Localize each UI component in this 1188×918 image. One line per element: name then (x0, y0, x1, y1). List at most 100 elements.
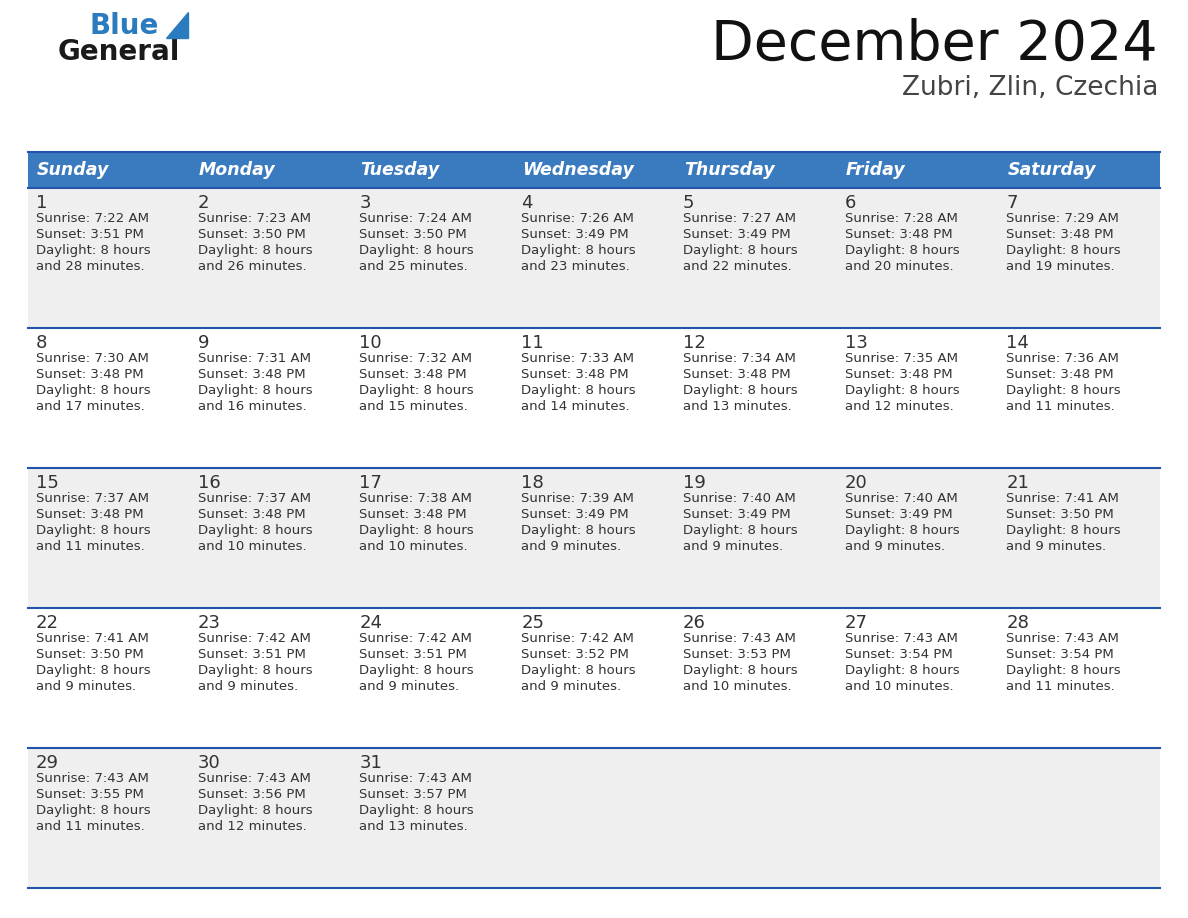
Text: 30: 30 (197, 754, 221, 772)
Text: and 9 minutes.: and 9 minutes. (522, 680, 621, 693)
Text: Sunrise: 7:37 AM: Sunrise: 7:37 AM (197, 492, 311, 505)
Text: Daylight: 8 hours: Daylight: 8 hours (360, 524, 474, 537)
Text: December 2024: December 2024 (712, 18, 1158, 72)
Text: Daylight: 8 hours: Daylight: 8 hours (36, 524, 151, 537)
Text: and 23 minutes.: and 23 minutes. (522, 260, 630, 274)
Text: Sunset: 3:50 PM: Sunset: 3:50 PM (36, 648, 144, 661)
Text: Sunrise: 7:42 AM: Sunrise: 7:42 AM (522, 633, 634, 645)
Text: Daylight: 8 hours: Daylight: 8 hours (360, 665, 474, 677)
Text: and 9 minutes.: and 9 minutes. (1006, 540, 1106, 554)
Text: Sunset: 3:49 PM: Sunset: 3:49 PM (522, 229, 628, 241)
Text: Sunset: 3:50 PM: Sunset: 3:50 PM (360, 229, 467, 241)
Text: Daylight: 8 hours: Daylight: 8 hours (197, 665, 312, 677)
Text: Sunset: 3:48 PM: Sunset: 3:48 PM (360, 509, 467, 521)
Text: Daylight: 8 hours: Daylight: 8 hours (360, 804, 474, 817)
Text: 9: 9 (197, 334, 209, 352)
Text: 19: 19 (683, 474, 706, 492)
Text: Daylight: 8 hours: Daylight: 8 hours (522, 665, 636, 677)
Text: 11: 11 (522, 334, 544, 352)
Text: 20: 20 (845, 474, 867, 492)
Text: Sunrise: 7:26 AM: Sunrise: 7:26 AM (522, 212, 634, 225)
Text: Sunset: 3:51 PM: Sunset: 3:51 PM (360, 648, 467, 661)
Text: and 28 minutes.: and 28 minutes. (36, 260, 145, 274)
Text: Sunset: 3:49 PM: Sunset: 3:49 PM (522, 509, 628, 521)
Text: and 11 minutes.: and 11 minutes. (36, 540, 145, 554)
Text: General: General (58, 38, 181, 66)
Text: and 12 minutes.: and 12 minutes. (845, 400, 953, 413)
Text: and 13 minutes.: and 13 minutes. (683, 400, 791, 413)
Text: Sunset: 3:49 PM: Sunset: 3:49 PM (683, 509, 790, 521)
Text: Sunset: 3:48 PM: Sunset: 3:48 PM (1006, 229, 1114, 241)
Text: Sunset: 3:50 PM: Sunset: 3:50 PM (197, 229, 305, 241)
Text: 29: 29 (36, 754, 59, 772)
Text: Sunrise: 7:28 AM: Sunrise: 7:28 AM (845, 212, 958, 225)
Text: 25: 25 (522, 614, 544, 632)
Text: 10: 10 (360, 334, 383, 352)
Text: Sunrise: 7:24 AM: Sunrise: 7:24 AM (360, 212, 473, 225)
Text: Zubri, Zlin, Czechia: Zubri, Zlin, Czechia (902, 75, 1158, 101)
Text: Sunset: 3:48 PM: Sunset: 3:48 PM (1006, 368, 1114, 381)
Text: Daylight: 8 hours: Daylight: 8 hours (845, 385, 959, 397)
Text: and 13 minutes.: and 13 minutes. (360, 820, 468, 834)
Text: Daylight: 8 hours: Daylight: 8 hours (522, 244, 636, 257)
Text: 28: 28 (1006, 614, 1029, 632)
Text: 2: 2 (197, 194, 209, 212)
Text: and 17 minutes.: and 17 minutes. (36, 400, 145, 413)
Text: and 9 minutes.: and 9 minutes. (360, 680, 460, 693)
Text: Sunset: 3:50 PM: Sunset: 3:50 PM (1006, 509, 1114, 521)
Text: 21: 21 (1006, 474, 1029, 492)
Text: and 10 minutes.: and 10 minutes. (197, 540, 307, 554)
Text: Sunrise: 7:36 AM: Sunrise: 7:36 AM (1006, 353, 1119, 365)
Text: Sunrise: 7:43 AM: Sunrise: 7:43 AM (845, 633, 958, 645)
Text: Sunset: 3:48 PM: Sunset: 3:48 PM (683, 368, 790, 381)
Text: Daylight: 8 hours: Daylight: 8 hours (1006, 665, 1121, 677)
Text: Sunrise: 7:41 AM: Sunrise: 7:41 AM (36, 633, 148, 645)
Text: Daylight: 8 hours: Daylight: 8 hours (845, 244, 959, 257)
Text: and 11 minutes.: and 11 minutes. (36, 820, 145, 834)
Text: Sunset: 3:48 PM: Sunset: 3:48 PM (197, 509, 305, 521)
Text: Daylight: 8 hours: Daylight: 8 hours (36, 665, 151, 677)
Text: Sunrise: 7:33 AM: Sunrise: 7:33 AM (522, 353, 634, 365)
Bar (29, 152, 1159, 188)
Text: 6: 6 (845, 194, 855, 212)
Text: Daylight: 8 hours: Daylight: 8 hours (683, 385, 797, 397)
Text: Sunrise: 7:43 AM: Sunrise: 7:43 AM (36, 772, 148, 785)
Bar (29, 468, 1159, 608)
Text: Daylight: 8 hours: Daylight: 8 hours (1006, 385, 1121, 397)
Text: Sunset: 3:48 PM: Sunset: 3:48 PM (36, 368, 144, 381)
Text: 13: 13 (845, 334, 867, 352)
Text: Sunset: 3:56 PM: Sunset: 3:56 PM (197, 789, 305, 801)
Text: Wednesday: Wednesday (523, 161, 634, 179)
Text: 17: 17 (360, 474, 383, 492)
Text: 12: 12 (683, 334, 706, 352)
Text: and 26 minutes.: and 26 minutes. (197, 260, 307, 274)
Text: and 9 minutes.: and 9 minutes. (36, 680, 137, 693)
Text: Sunrise: 7:22 AM: Sunrise: 7:22 AM (36, 212, 148, 225)
Text: Daylight: 8 hours: Daylight: 8 hours (1006, 244, 1121, 257)
Text: and 11 minutes.: and 11 minutes. (1006, 680, 1116, 693)
Text: Sunrise: 7:43 AM: Sunrise: 7:43 AM (197, 772, 310, 785)
Text: Daylight: 8 hours: Daylight: 8 hours (36, 244, 151, 257)
Bar (29, 328, 1159, 468)
Text: Sunset: 3:52 PM: Sunset: 3:52 PM (522, 648, 628, 661)
Text: and 9 minutes.: and 9 minutes. (845, 540, 944, 554)
Text: Monday: Monday (198, 161, 276, 179)
Text: Friday: Friday (846, 161, 905, 179)
Text: 4: 4 (522, 194, 532, 212)
Text: and 16 minutes.: and 16 minutes. (197, 400, 307, 413)
Text: and 14 minutes.: and 14 minutes. (522, 400, 630, 413)
Text: Thursday: Thursday (684, 161, 775, 179)
Text: 22: 22 (36, 614, 59, 632)
Text: 23: 23 (197, 614, 221, 632)
Text: Daylight: 8 hours: Daylight: 8 hours (360, 385, 474, 397)
Text: Daylight: 8 hours: Daylight: 8 hours (36, 385, 151, 397)
Text: and 19 minutes.: and 19 minutes. (1006, 260, 1114, 274)
Bar (29, 188, 1159, 328)
Text: Blue: Blue (90, 12, 159, 40)
Text: 7: 7 (1006, 194, 1018, 212)
Text: Sunrise: 7:42 AM: Sunrise: 7:42 AM (197, 633, 310, 645)
Text: Daylight: 8 hours: Daylight: 8 hours (197, 804, 312, 817)
Text: 24: 24 (360, 614, 383, 632)
Text: Sunset: 3:48 PM: Sunset: 3:48 PM (197, 368, 305, 381)
Text: Daylight: 8 hours: Daylight: 8 hours (197, 244, 312, 257)
